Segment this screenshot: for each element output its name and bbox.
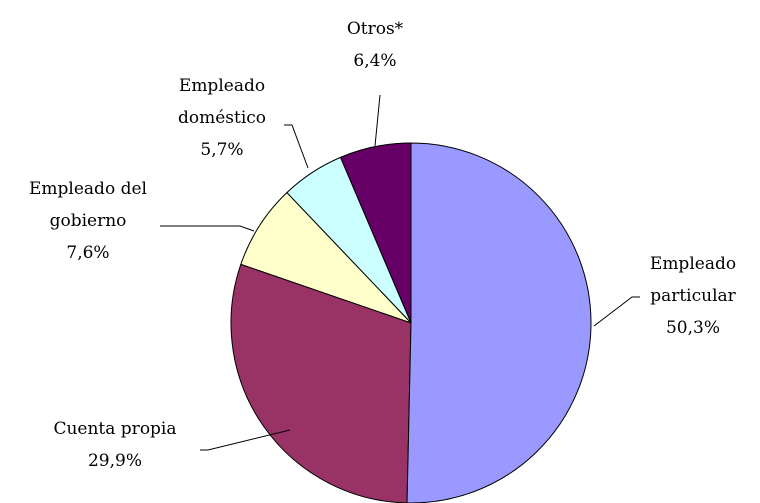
category-label: Empleado del gobierno <box>29 179 147 231</box>
value-label: 7,6% <box>66 243 110 263</box>
slice-label: Otros* 6,4% <box>325 13 425 77</box>
slice-label: Cuenta propia 29,9% <box>15 413 215 477</box>
leader-line <box>160 225 255 232</box>
pie-slice <box>230 263 412 503</box>
slice-label: Empleado doméstico 5,7% <box>157 70 287 166</box>
category-label: Empleado doméstico <box>177 76 267 128</box>
slice-label: Empleado particular 50,3% <box>628 248 758 344</box>
value-label: 50,3% <box>665 318 720 338</box>
value-label: 6,4% <box>353 51 397 71</box>
leader-line <box>593 296 640 327</box>
category-label: Otros* <box>346 19 404 39</box>
leader-line <box>200 429 291 451</box>
category-label: Empleado particular <box>649 254 737 306</box>
leader-line <box>374 94 381 147</box>
value-label: 5,7% <box>200 140 244 160</box>
leader-lines <box>160 94 640 451</box>
value-label: 29,9% <box>87 451 142 471</box>
pie-slice <box>406 142 592 503</box>
slice-label: Empleado del gobierno 7,6% <box>0 173 178 269</box>
category-label: Cuenta propia <box>53 419 177 439</box>
leader-line <box>284 124 309 169</box>
